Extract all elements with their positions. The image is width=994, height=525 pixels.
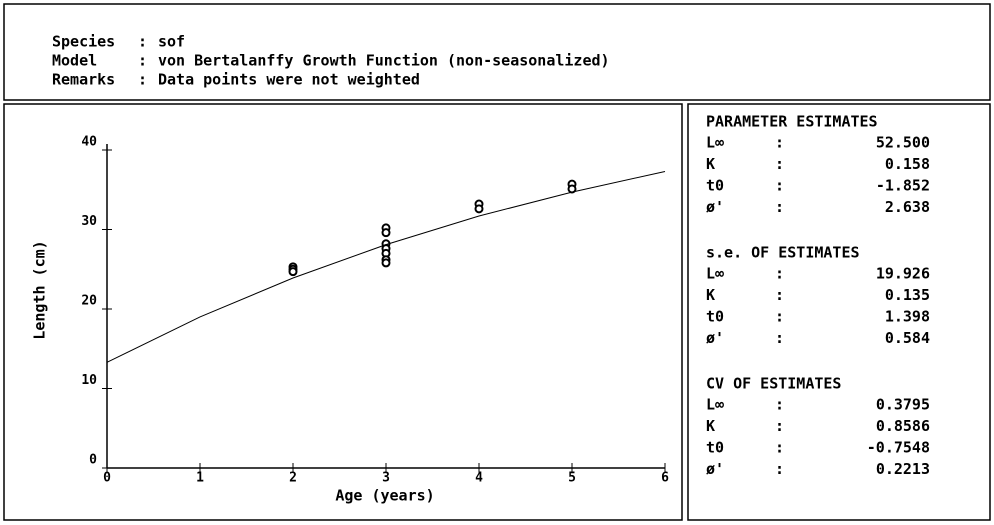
param-value: 0.158: [885, 155, 930, 173]
fit-curve: [106, 170, 666, 363]
x-tick-label: 5: [568, 471, 576, 486]
param-name: K: [706, 417, 715, 435]
data-point: [288, 267, 298, 277]
x-tick-label: 0: [103, 471, 111, 486]
param-sep: :: [775, 134, 784, 152]
param-name: t0: [706, 308, 724, 326]
param-value: 0.2213: [876, 460, 930, 478]
param-value: 0.584: [885, 329, 930, 347]
param-value: 0.8586: [876, 417, 930, 435]
param-sep: :: [775, 155, 784, 173]
x-tick-label: 2: [289, 471, 297, 486]
param-value: 52.500: [876, 134, 930, 152]
header-label: Species: [52, 33, 115, 51]
param-name: L∞: [706, 396, 724, 414]
param-value: 0.3795: [876, 396, 930, 414]
param-sep: :: [775, 198, 784, 216]
data-point: [474, 204, 484, 214]
param-value: -0.7548: [867, 439, 930, 457]
param-name: L∞: [706, 134, 724, 152]
data-point: [381, 228, 391, 238]
table-box: [687, 103, 991, 521]
header-sep: :: [138, 71, 147, 89]
header-label: Remarks: [52, 71, 115, 89]
section-title: PARAMETER ESTIMATES: [706, 113, 878, 131]
x-tick-label: 3: [382, 471, 390, 486]
param-name: t0: [706, 177, 724, 195]
param-value: -1.852: [876, 177, 930, 195]
param-name: K: [706, 155, 715, 173]
x-tick-label: 1: [196, 471, 204, 486]
y-tick-label: 30: [81, 214, 97, 229]
header-label: Model: [52, 52, 97, 70]
param-value: 2.638: [885, 198, 930, 216]
param-sep: :: [775, 286, 784, 304]
param-sep: :: [775, 396, 784, 414]
param-value: 19.926: [876, 265, 930, 283]
param-sep: :: [775, 460, 784, 478]
y-tick-label: 10: [81, 373, 97, 388]
chart-box: [3, 103, 683, 521]
x-axis-label: Age (years): [335, 487, 434, 505]
header-sep: :: [138, 33, 147, 51]
param-name: t0: [706, 439, 724, 457]
y-tick-label: 20: [81, 294, 97, 309]
param-value: 1.398: [885, 308, 930, 326]
header-value: von Bertalanffy Growth Function (non-sea…: [158, 52, 610, 70]
header-sep: :: [138, 52, 147, 70]
section-title: CV OF ESTIMATES: [706, 375, 841, 393]
data-point: [381, 258, 391, 268]
x-tick-label: 6: [661, 471, 669, 486]
x-tick-label: 4: [475, 471, 483, 486]
param-sep: :: [775, 177, 784, 195]
header-value: sof: [158, 33, 185, 51]
param-name: ø': [706, 329, 724, 347]
header-box: [3, 3, 991, 101]
param-sep: :: [775, 265, 784, 283]
param-name: K: [706, 286, 715, 304]
param-name: L∞: [706, 265, 724, 283]
y-tick-label: 0: [89, 453, 97, 468]
header-value: Data points were not weighted: [158, 71, 420, 89]
y-axis-label: Length (cm): [31, 240, 49, 339]
param-name: ø': [706, 460, 724, 478]
param-value: 0.135: [885, 286, 930, 304]
param-name: ø': [706, 198, 724, 216]
section-title: s.e. OF ESTIMATES: [706, 244, 860, 262]
param-sep: :: [775, 417, 784, 435]
param-sep: :: [775, 308, 784, 326]
y-tick-label: 40: [81, 135, 97, 150]
param-sep: :: [775, 439, 784, 457]
param-sep: :: [775, 329, 784, 347]
